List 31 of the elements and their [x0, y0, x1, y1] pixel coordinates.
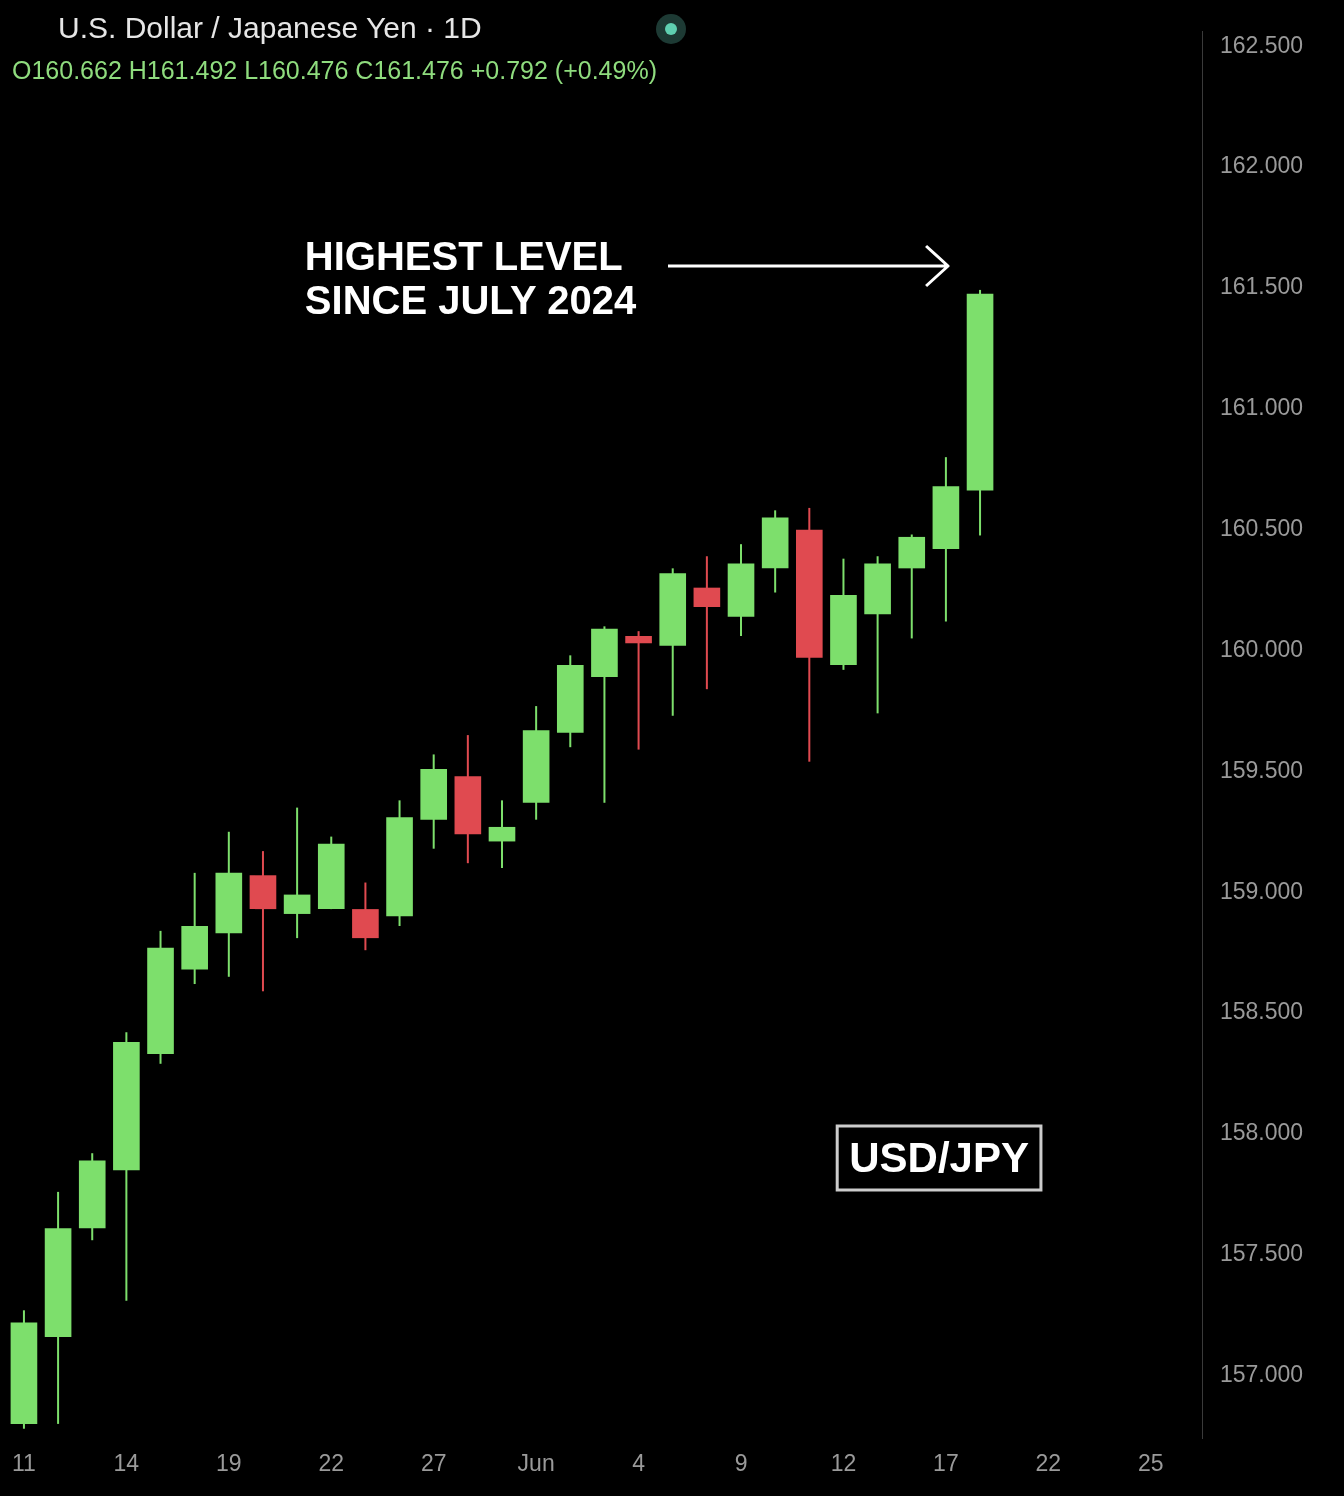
y-tick-label: 159.000	[1220, 877, 1304, 904]
x-tick-label: 27	[420, 1449, 447, 1476]
annotation: HIGHEST LEVEL SINCE JULY 2024	[304, 234, 637, 323]
x-tick-label: 9	[734, 1449, 748, 1476]
y-tick-label: 160.500	[1220, 515, 1304, 542]
candlestick	[625, 630, 652, 751]
y-tick-label: 157.000	[1220, 1360, 1304, 1387]
y-tick-label: 160.000	[1220, 635, 1304, 662]
x-tick-label: 22	[318, 1449, 345, 1476]
y-tick-label: 162.500	[1220, 31, 1304, 58]
x-tick-label: 14	[113, 1449, 140, 1476]
y-tick-label: 159.500	[1220, 756, 1304, 783]
text: O160.662 H161.492 L160.476 C161.476 +0.792 (+0.49%)	[12, 55, 657, 84]
x-tick-label: Jun	[517, 1449, 555, 1476]
y-tick-label: 162.000	[1220, 152, 1304, 179]
annotation: USD/JPY	[849, 1133, 1029, 1181]
y-tick-label: 157.500	[1220, 1240, 1304, 1267]
candlestick	[488, 799, 516, 870]
x-tick-label: 4	[632, 1449, 646, 1476]
y-tick-label: 161.000	[1220, 394, 1304, 421]
x-tick-label: 25	[1137, 1449, 1164, 1476]
x-tick-label: 11	[11, 1449, 36, 1476]
candlestick	[283, 806, 311, 940]
x-tick-label: 19	[216, 1449, 242, 1476]
x-tick-label: 17	[933, 1449, 959, 1476]
y-tick-label: 158.500	[1220, 998, 1304, 1025]
chart-title: U.S. Dollar / Japanese Yen · 1D	[58, 11, 482, 45]
x-tick-label: 12	[830, 1449, 857, 1476]
y-tick-label: 161.500	[1220, 273, 1304, 300]
y-tick-label: 158.000	[1220, 1119, 1304, 1146]
x-tick-label: 22	[1035, 1449, 1062, 1476]
